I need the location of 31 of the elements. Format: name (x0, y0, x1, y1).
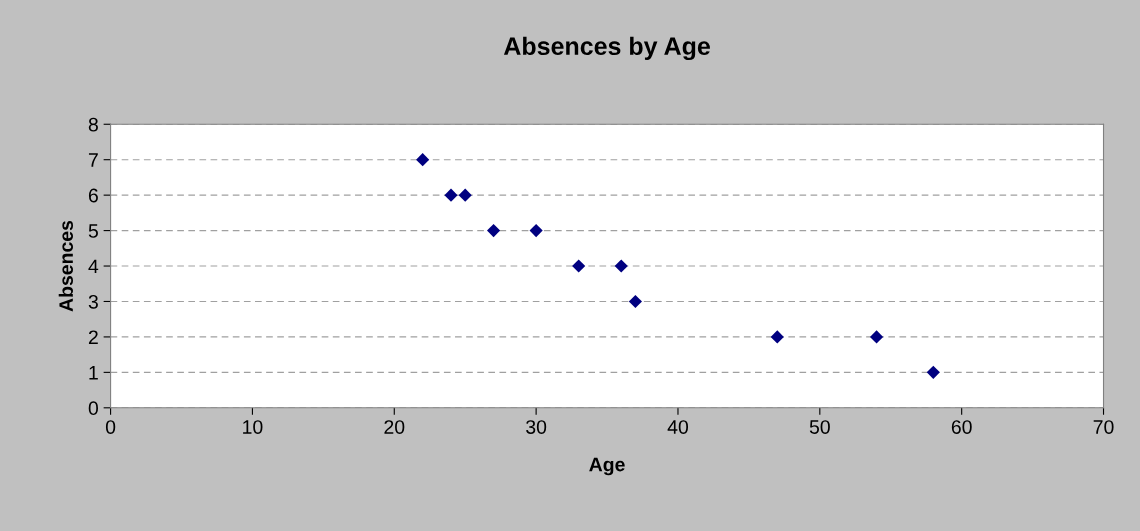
y-axis-title: Absences (58, 220, 74, 312)
y-tick-label: 6 (88, 188, 98, 203)
x-axis-title: Age (589, 457, 625, 476)
point (444, 188, 458, 202)
y-tick-label: 5 (88, 224, 98, 238)
y-tick-label: 0 (88, 401, 99, 416)
y-tick-label: 7 (88, 153, 98, 167)
point (614, 259, 628, 273)
point (529, 224, 543, 238)
point (869, 330, 884, 344)
x-tick-label: 30 (526, 420, 547, 434)
x-tick-label: 40 (667, 420, 689, 434)
chart-title: Absences by Age (503, 36, 710, 61)
x-tick-label: 10 (243, 420, 263, 434)
point (572, 259, 586, 273)
point (628, 294, 643, 309)
point (458, 188, 472, 202)
x-tick-label: 60 (951, 420, 972, 434)
y-tick-label: 4 (88, 259, 99, 274)
y-tick-label: 3 (88, 294, 98, 309)
x-tick-label: 70 (1093, 420, 1114, 434)
point (416, 153, 430, 167)
point (486, 224, 501, 238)
x-tick-label: 50 (809, 420, 830, 434)
y-tick-label: 2 (88, 330, 98, 344)
y-tick-label: 1 (89, 366, 98, 380)
point (770, 330, 784, 344)
point (926, 365, 940, 379)
x-tick-label: 0 (105, 420, 116, 434)
x-tick-label: 20 (384, 420, 405, 434)
y-tick-label: 8 (88, 117, 98, 132)
